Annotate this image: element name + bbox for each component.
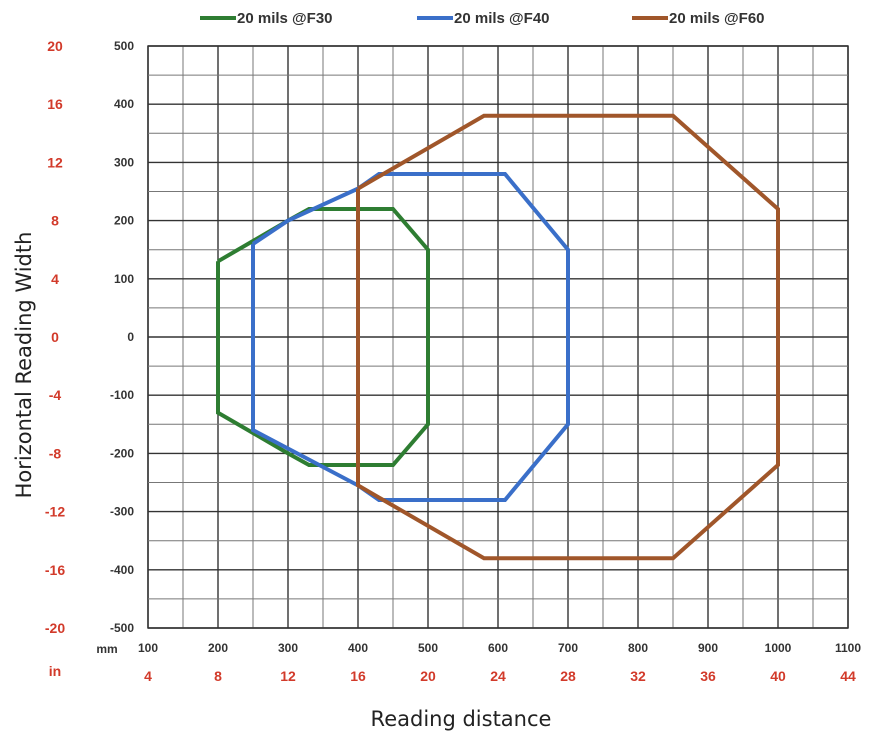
x-tick-label-in: 12 bbox=[280, 668, 296, 684]
legend-label-1: 20 mils @F30 bbox=[237, 10, 333, 27]
x-tick-label: 800 bbox=[628, 641, 648, 655]
x-tick-label: 400 bbox=[348, 641, 368, 655]
x-tick-label: 200 bbox=[208, 641, 228, 655]
x-tick-label-in: 4 bbox=[144, 668, 152, 684]
y-tick-label-in: -4 bbox=[49, 387, 62, 403]
y-tick-label-in: 12 bbox=[47, 154, 63, 170]
x-tick-label: 1000 bbox=[765, 641, 792, 655]
x-tick-label-in: 20 bbox=[420, 668, 436, 684]
x-tick-label: 100 bbox=[138, 641, 158, 655]
y-tick-label: -200 bbox=[110, 446, 134, 460]
legend-label-2: 20 mils @F40 bbox=[454, 10, 550, 27]
x-unit-label-in: in bbox=[49, 663, 61, 679]
y-tick-label: -300 bbox=[110, 505, 134, 519]
y-tick-label: -400 bbox=[110, 563, 134, 577]
y-tick-labels: 5004003002001000-100-200-300-400-5002016… bbox=[45, 38, 134, 636]
y-tick-label-in: -8 bbox=[49, 445, 62, 461]
y-tick-label: -100 bbox=[110, 388, 134, 402]
x-tick-label-in: 32 bbox=[630, 668, 646, 684]
x-tick-label: 1100 bbox=[835, 641, 861, 655]
x-tick-label-in: 36 bbox=[700, 668, 716, 684]
x-tick-label-in: 8 bbox=[214, 668, 222, 684]
y-tick-label-in: 8 bbox=[51, 213, 59, 229]
y-tick-label: 0 bbox=[127, 330, 134, 344]
x-unit-label-mm: mm bbox=[96, 642, 117, 656]
series-lines bbox=[216, 113, 780, 561]
x-tick-label-in: 44 bbox=[840, 668, 856, 684]
x-tick-label-in: 16 bbox=[350, 668, 366, 684]
y-axis-title: Horizontal Reading Width bbox=[12, 232, 36, 499]
x-tick-label: 600 bbox=[488, 641, 508, 655]
y-tick-label-in: 0 bbox=[51, 329, 59, 345]
x-tick-label-in: 40 bbox=[770, 668, 786, 684]
x-tick-label: 300 bbox=[278, 641, 298, 655]
y-tick-label-in: -12 bbox=[45, 504, 65, 520]
legend-label-3: 20 mils @F60 bbox=[669, 10, 765, 27]
y-tick-label-in: 16 bbox=[47, 96, 63, 112]
legend: 20 mils @F30 20 mils @F40 20 mils @F60 bbox=[200, 10, 765, 27]
x-tick-label: 500 bbox=[418, 641, 438, 655]
y-tick-label: -500 bbox=[110, 621, 134, 635]
y-tick-label: 100 bbox=[114, 272, 134, 286]
x-tick-label-in: 28 bbox=[560, 668, 576, 684]
x-axis-title: Reading distance bbox=[371, 707, 552, 731]
y-tick-label: 400 bbox=[114, 97, 134, 111]
y-tick-label-in: -16 bbox=[45, 562, 65, 578]
series-line-2 bbox=[251, 172, 570, 502]
x-tick-label: 700 bbox=[558, 641, 578, 655]
x-tick-label: 900 bbox=[698, 641, 718, 655]
y-tick-label-in: -20 bbox=[45, 620, 65, 636]
y-tick-label: 300 bbox=[114, 155, 134, 169]
series-line-3 bbox=[356, 113, 780, 561]
x-tick-labels: 100 200 300 400 500 600 700 800 900 1000 1100 4 8 12 1… bbox=[138, 641, 861, 684]
y-tick-label-in: 20 bbox=[47, 38, 63, 54]
x-tick-label-in: 24 bbox=[490, 668, 506, 684]
y-tick-label: 200 bbox=[114, 214, 134, 228]
y-tick-label: 500 bbox=[114, 39, 134, 53]
y-tick-label-in: 4 bbox=[51, 271, 59, 287]
